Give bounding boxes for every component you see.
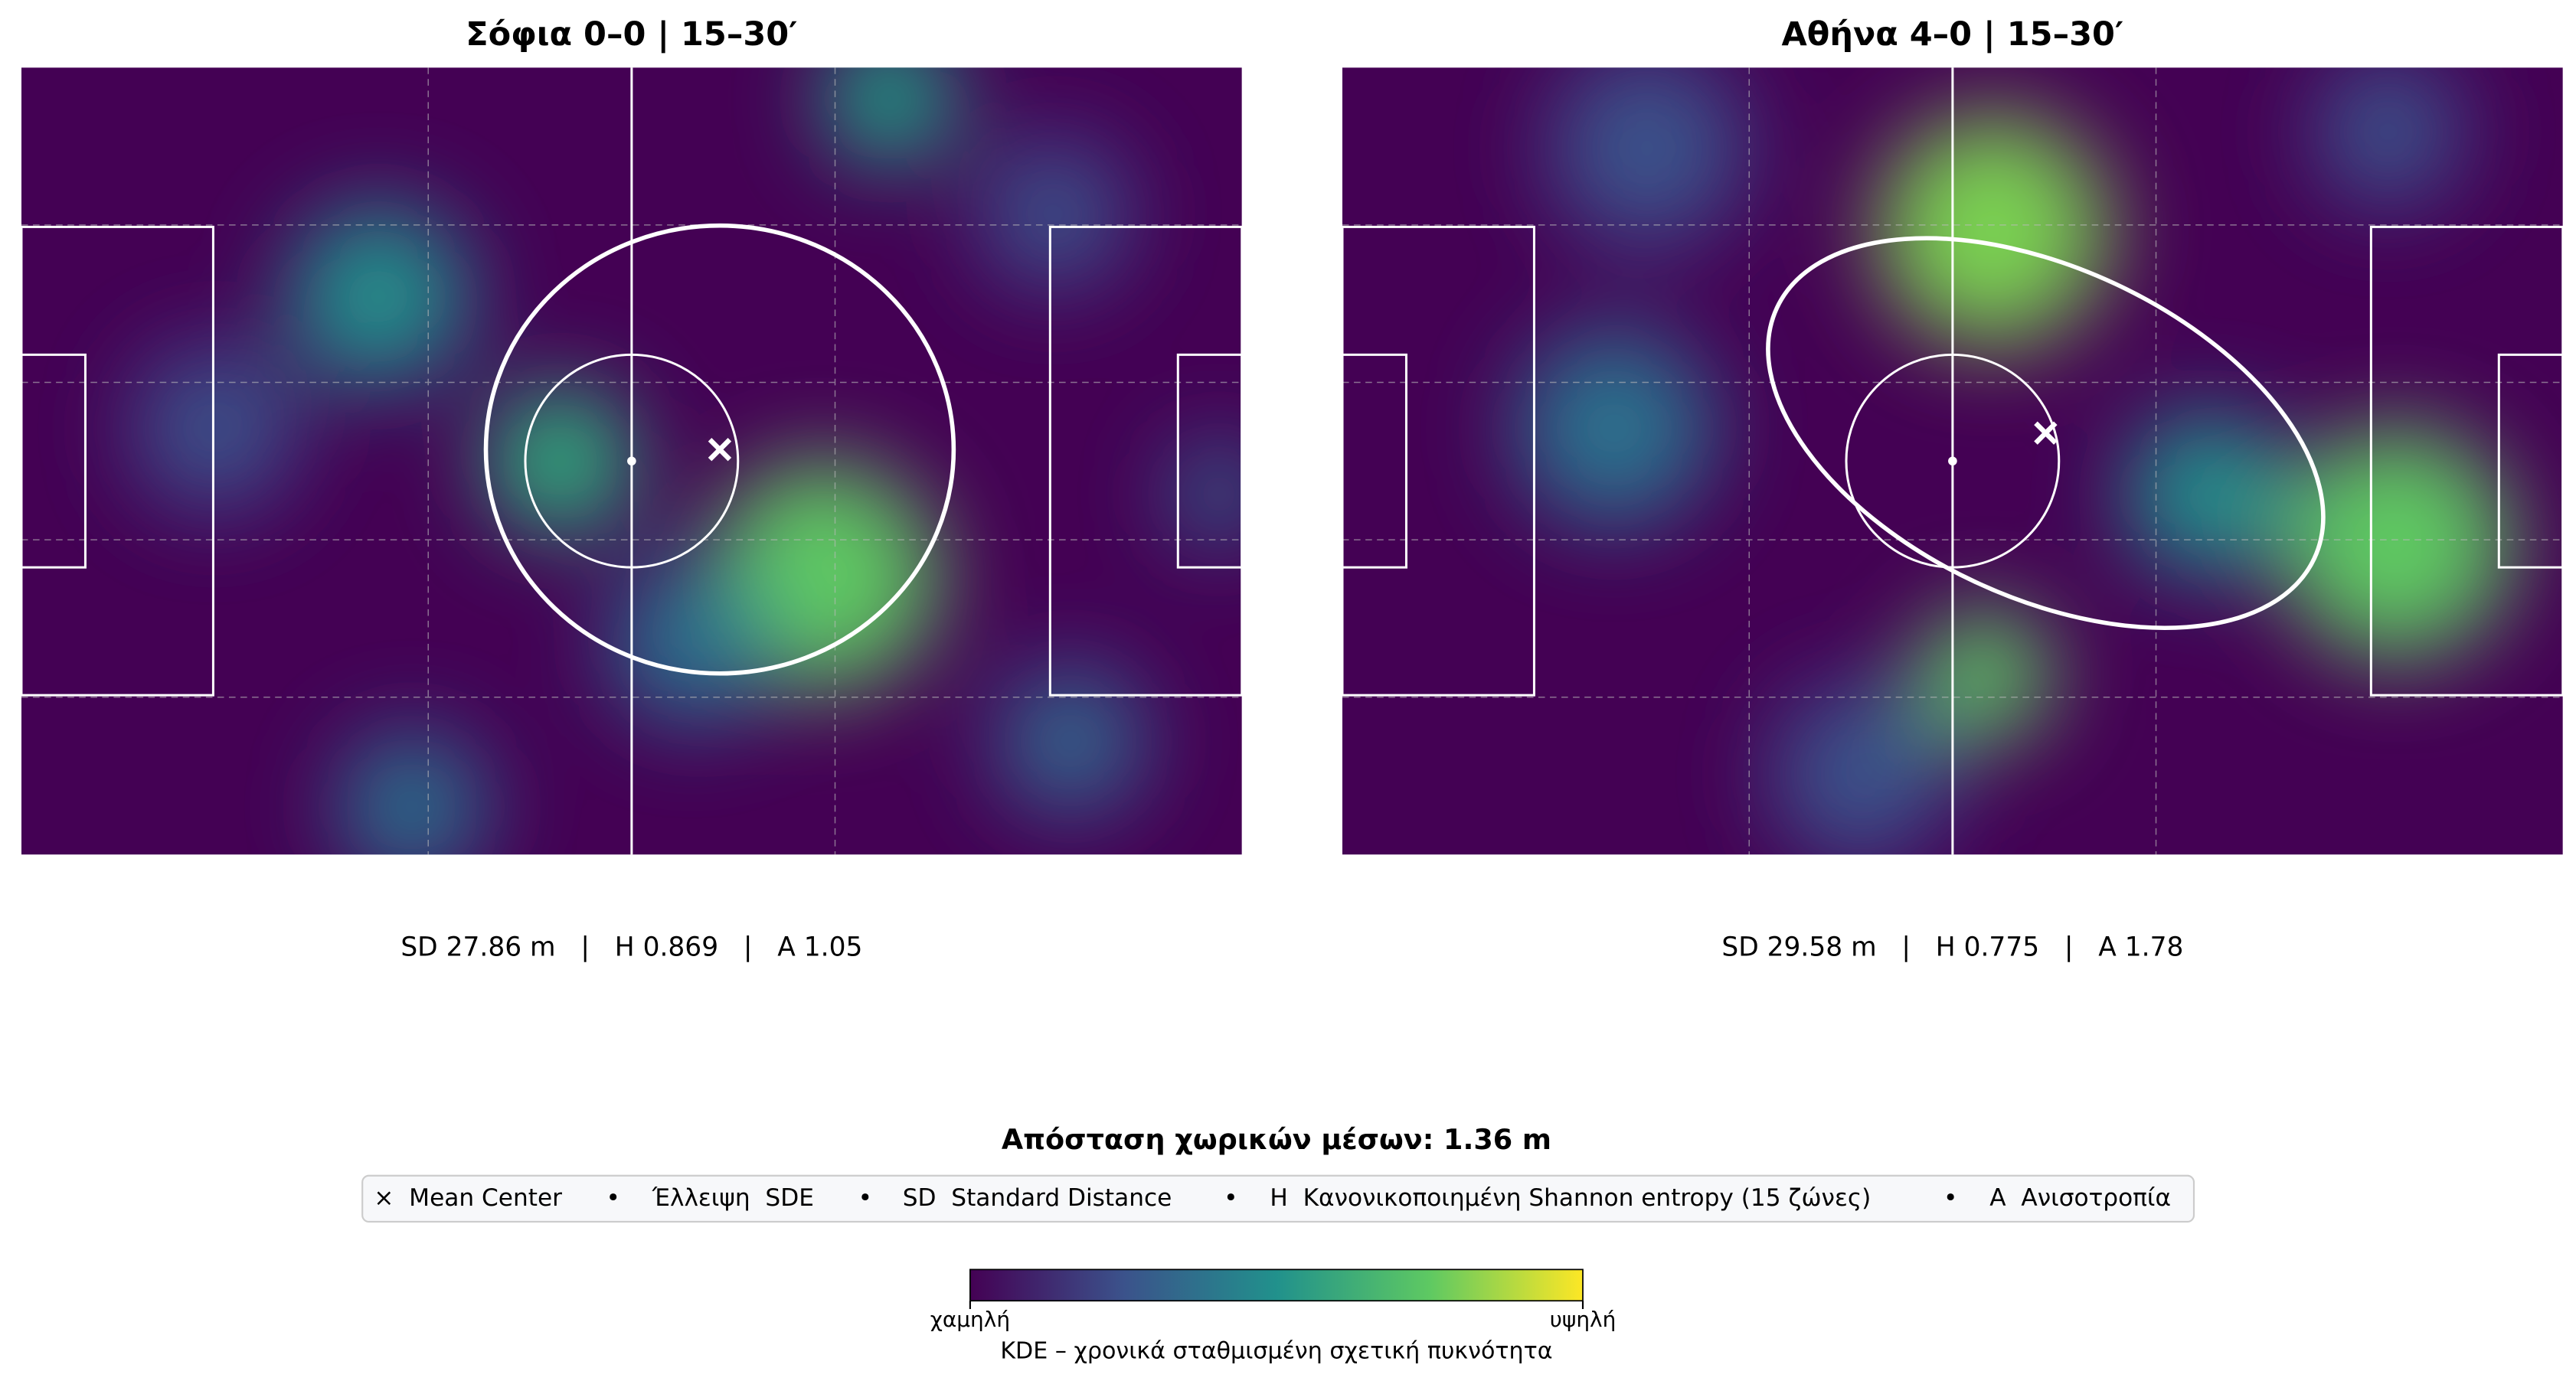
density-blob bbox=[823, 67, 956, 165]
goal-area bbox=[2497, 353, 2565, 569]
legend-sep: • bbox=[606, 1184, 620, 1212]
heatmap-blobs bbox=[1515, 67, 2512, 855]
density-blob bbox=[2280, 428, 2512, 659]
mean-center bbox=[2034, 421, 2058, 445]
heatmap bbox=[21, 67, 1242, 855]
panel-stats: SD 27.86 m | H 0.869 | A 1.05 bbox=[400, 932, 862, 962]
pitch-lines bbox=[20, 67, 1244, 855]
legend-item: SD Standard Distance bbox=[903, 1184, 1172, 1212]
legend-item: × Mean Center bbox=[374, 1184, 562, 1212]
center-spot bbox=[1948, 456, 1957, 466]
density-blob bbox=[1548, 67, 1746, 247]
heatmap-blobs bbox=[132, 67, 1242, 855]
density-blob bbox=[1770, 683, 1952, 855]
goal-area bbox=[20, 353, 87, 569]
legend-item: A Ανισοτροπία bbox=[1989, 1184, 2171, 1212]
panel-title: Αθήνα 4–0 | 15–30′ bbox=[1782, 15, 2124, 54]
grid bbox=[1342, 67, 2563, 855]
density-blob bbox=[1878, 115, 2109, 346]
sde-ellipse bbox=[483, 223, 956, 676]
panel-title: Σόφια 0–0 | 15–30′ bbox=[466, 15, 797, 54]
colorbar-label: KDE – χρονικά σταθμισμένη σχετική πυκνότ… bbox=[1000, 1337, 1552, 1364]
density-blob bbox=[337, 733, 486, 855]
density-blob bbox=[996, 667, 1145, 815]
density-blob bbox=[1169, 444, 1242, 544]
legend-item: H Κανονικοποιημένη Shannon entropy (15 ζ… bbox=[1270, 1184, 1871, 1212]
goal-area bbox=[1176, 353, 1244, 569]
mean-center-stroke bbox=[2034, 421, 2058, 445]
pitch-lines bbox=[1341, 67, 2565, 855]
center-circle bbox=[1845, 353, 2061, 569]
density-blob bbox=[1515, 329, 1713, 527]
panel: Σόφια 0–0 | 15–30′ SD 27.86 m | H 0.869 |… bbox=[20, 15, 1244, 962]
legend-sep: • bbox=[1224, 1184, 1237, 1212]
panel-stats: SD 29.58 m | H 0.775 | A 1.78 bbox=[1721, 932, 2183, 962]
subtitle: Απόσταση χωρικών μέσων: 1.36 m bbox=[1002, 1123, 1551, 1156]
density-blob bbox=[979, 139, 1129, 289]
density-blob bbox=[609, 560, 774, 725]
colorbar bbox=[969, 1268, 1584, 1302]
center-circle bbox=[524, 353, 740, 569]
goal-area bbox=[1341, 353, 1407, 569]
colorbar-low: χαμηλή bbox=[930, 1307, 1010, 1332]
legend-item: Έλλειψη SDE bbox=[652, 1184, 814, 1212]
legend-sep: • bbox=[858, 1184, 872, 1212]
density-blob bbox=[1918, 609, 2051, 741]
mean-center-stroke bbox=[708, 438, 732, 462]
density-blob bbox=[2314, 67, 2463, 206]
density-blob bbox=[2124, 411, 2290, 576]
legend-sep: • bbox=[1943, 1184, 1957, 1212]
colorbar-high: υψηλή bbox=[1550, 1307, 1617, 1332]
density-blob bbox=[288, 205, 470, 387]
grid bbox=[21, 67, 1242, 855]
legend-box bbox=[361, 1174, 2195, 1223]
mean-center bbox=[708, 438, 732, 462]
center-spot bbox=[627, 456, 636, 466]
sde-ellipse bbox=[1766, 236, 2326, 631]
panel: Αθήνα 4–0 | 15–30′ SD 29.58 m | H 0.775 |… bbox=[1341, 15, 2565, 962]
density-blob bbox=[485, 387, 635, 536]
